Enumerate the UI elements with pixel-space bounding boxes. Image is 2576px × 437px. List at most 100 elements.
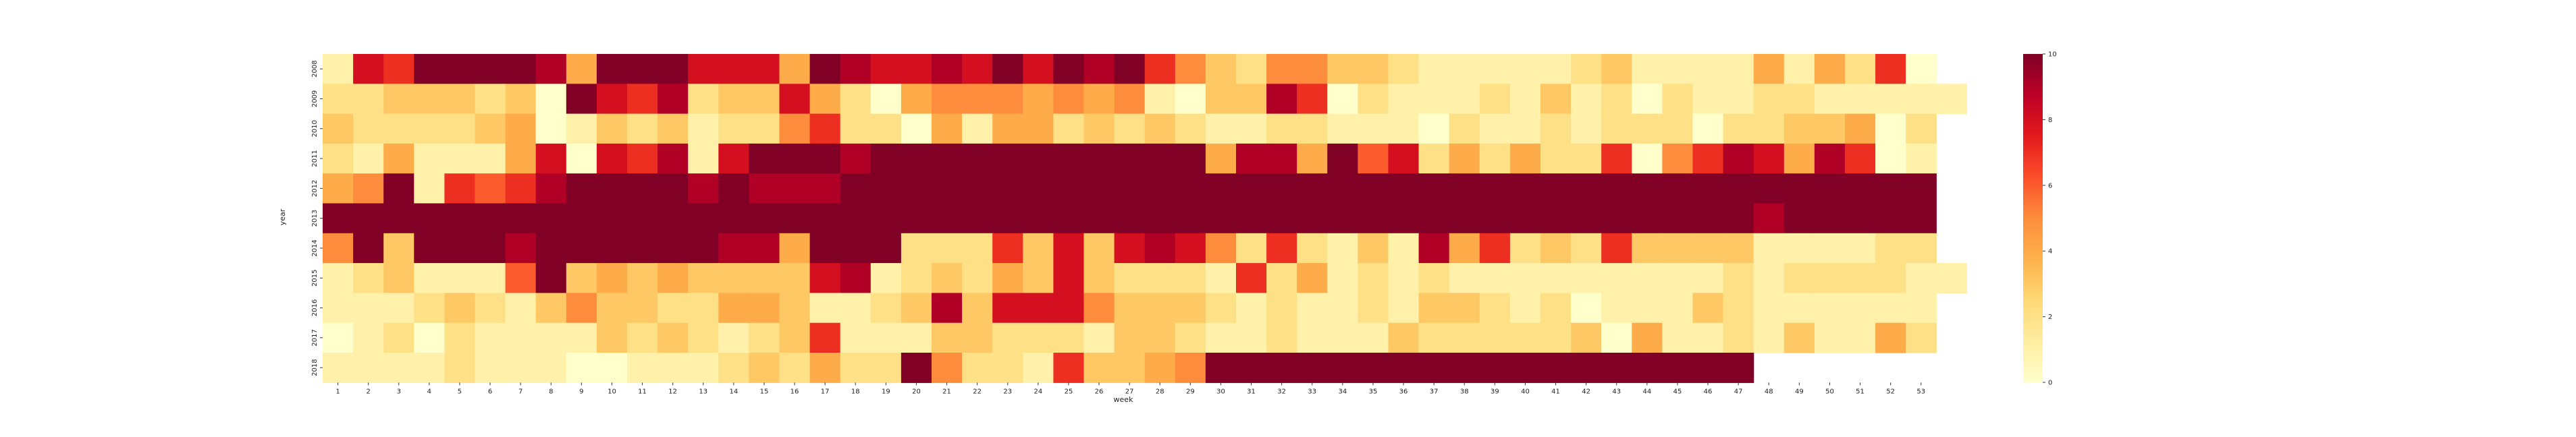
heatmap-cell	[1632, 143, 1663, 174]
x-tick-label: 45	[1673, 388, 1682, 395]
heatmap-cell	[1144, 54, 1176, 84]
heatmap-cell	[1053, 113, 1085, 144]
heatmap-cell	[870, 84, 902, 115]
heatmap-cell	[1692, 293, 1724, 324]
x-axis-ticks: 1 2 3 4 5 6 7 8 9 10 11 12 13 14 15 16 17 18 19 20 21 22 23 24 2…	[336, 382, 1925, 395]
heatmap-cell	[1297, 293, 1328, 324]
heatmap-cell	[1114, 322, 1146, 353]
heatmap-cell	[1114, 84, 1146, 115]
heatmap-cell	[1236, 353, 1267, 383]
heatmap-cell	[809, 353, 841, 383]
heatmap-cell	[840, 143, 871, 174]
heatmap-cell	[1388, 173, 1420, 204]
x-tick-label: 15	[760, 388, 769, 395]
heatmap-cell	[901, 263, 932, 293]
heatmap-cell	[992, 54, 1023, 84]
heatmap-cell	[475, 353, 506, 383]
heatmap-cell	[1266, 293, 1297, 324]
heatmap-cell	[414, 233, 445, 264]
heatmap-cell	[475, 233, 506, 264]
heatmap-cell	[1906, 233, 1937, 264]
heatmap-cell	[1083, 54, 1115, 84]
heatmap-cell	[414, 84, 445, 115]
x-tick-label: 43	[1612, 388, 1621, 395]
heatmap-cell	[1723, 203, 1754, 234]
heatmap-cell	[779, 353, 811, 383]
heatmap-cell	[1509, 233, 1541, 264]
heatmap-cell	[1388, 233, 1420, 264]
heatmap-cell	[1144, 113, 1176, 144]
heatmap-cell	[1601, 143, 1632, 174]
heatmap-cell	[1266, 84, 1297, 115]
heatmap-cell	[1632, 54, 1663, 84]
heatmap-cell	[1692, 54, 1724, 84]
heatmap-cell	[1327, 293, 1358, 324]
x-tick-label: 30	[1216, 388, 1225, 395]
heatmap-cell	[1449, 143, 1480, 174]
heatmap-cell	[658, 322, 689, 353]
heatmap-cell	[718, 84, 749, 115]
x-tick-label: 35	[1369, 388, 1378, 395]
heatmap-cell	[1692, 353, 1724, 383]
heatmap-cell	[749, 143, 780, 174]
x-tick-label: 49	[1795, 388, 1804, 395]
heatmap-cell	[414, 353, 445, 383]
heatmap-cell	[1449, 263, 1480, 293]
heatmap-cell	[992, 353, 1023, 383]
heatmap-cell	[901, 84, 932, 115]
heatmap-cell	[353, 293, 384, 324]
heatmap-cell	[535, 322, 567, 353]
heatmap-cell	[1723, 173, 1754, 204]
heatmap-cell	[1236, 84, 1267, 115]
heatmap-cell	[1114, 233, 1146, 264]
heatmap-cell	[353, 322, 384, 353]
heatmap-cell	[809, 54, 841, 84]
heatmap-cell	[566, 203, 597, 234]
heatmap-cell	[1632, 353, 1663, 383]
heatmap-cell	[1571, 173, 1602, 204]
heatmap-cell	[1449, 54, 1480, 84]
heatmap-cell	[505, 293, 537, 324]
heatmap-cell	[535, 203, 567, 234]
heatmap-cell	[383, 263, 414, 293]
x-tick-label: 25	[1065, 388, 1073, 395]
heatmap-cell	[962, 353, 993, 383]
heatmap-cell	[1509, 113, 1541, 144]
heatmap-cell	[1023, 233, 1054, 264]
heatmap-cell	[1144, 322, 1176, 353]
heatmap-cell	[992, 322, 1023, 353]
y-axis-ticks: 2008 2009 2010 2011 2012 2013 2014 2015 2016 2017…	[311, 60, 323, 376]
heatmap-cell	[1723, 143, 1754, 174]
y-axis-label: year	[278, 208, 287, 225]
heatmap-cell	[1205, 293, 1237, 324]
heatmap-cell	[1175, 173, 1206, 204]
heatmap-cell	[1632, 84, 1663, 115]
heatmap-cell	[1509, 353, 1541, 383]
heatmap-cell	[1023, 203, 1054, 234]
heatmap-cell	[1723, 293, 1754, 324]
heatmap-cell	[1358, 263, 1389, 293]
heatmap-cell	[1023, 173, 1054, 204]
heatmap-cell	[505, 203, 537, 234]
heatmap-cell	[627, 293, 658, 324]
heatmap-cell	[1875, 263, 1906, 293]
heatmap-cell	[1297, 322, 1328, 353]
heatmap-cell	[1479, 263, 1511, 293]
heatmap-cell	[1692, 84, 1724, 115]
heatmap-cell	[1479, 113, 1511, 144]
heatmap-cell	[414, 54, 445, 84]
heatmap-cell	[627, 143, 658, 174]
y-tick-label: 2009	[311, 90, 319, 107]
heatmap-cell	[749, 54, 780, 84]
heatmap-cell	[1753, 293, 1785, 324]
heatmap-cell	[1236, 143, 1267, 174]
heatmap-cell	[932, 353, 963, 383]
heatmap-cell	[444, 263, 476, 293]
heatmap-cell	[323, 233, 354, 264]
heatmap-cell	[566, 54, 597, 84]
x-tick-label: 27	[1125, 388, 1134, 395]
heatmap-cell	[1358, 322, 1389, 353]
heatmap-cell	[749, 293, 780, 324]
y-tick-label: 2018	[311, 359, 319, 376]
heatmap-cell	[1053, 173, 1085, 204]
